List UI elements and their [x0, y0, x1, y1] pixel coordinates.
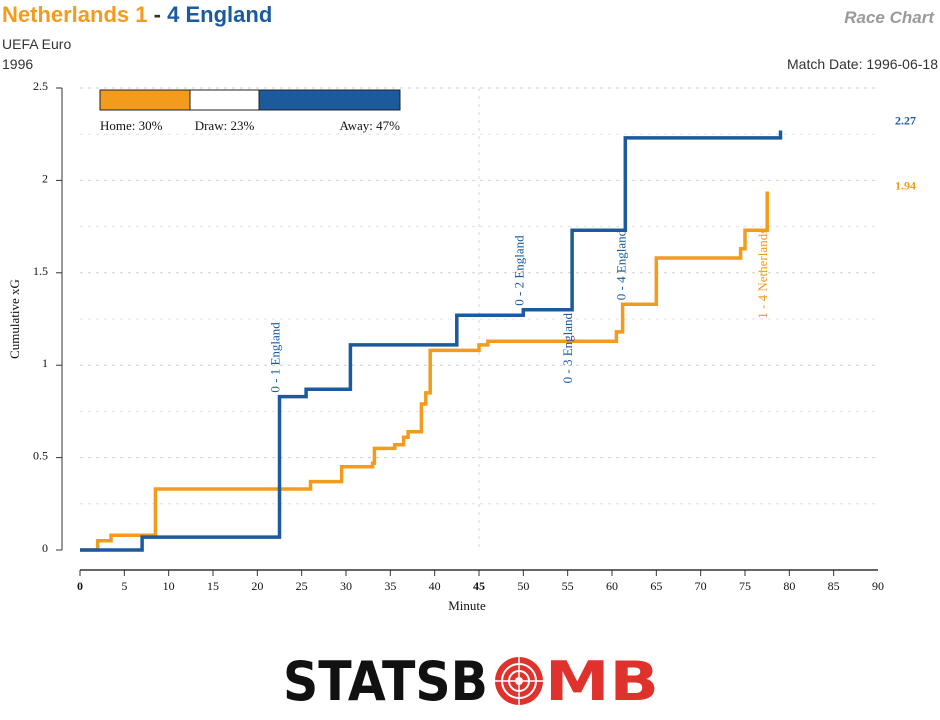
match-date-value: 1996-06-18	[866, 56, 938, 72]
y-tick-label: 0.5	[33, 449, 48, 463]
x-tick-label: 30	[340, 579, 352, 593]
x-tick-label: 20	[251, 579, 263, 593]
x-tick-label: 80	[783, 579, 795, 593]
chart-grid	[80, 87, 878, 550]
race-chart: 0 5 10 15 20 25 30 35 40 45 50 55 60 65 70 75 80 85 90 0 0.…	[7, 79, 916, 613]
x-tick-label: 50	[517, 579, 529, 593]
season-label: 1996	[2, 56, 34, 72]
chart-series	[80, 130, 783, 552]
goal-annotation: 1 - 4 Netherlands	[755, 229, 770, 319]
away-xg-line	[80, 130, 783, 552]
x-tick-label: 60	[606, 579, 618, 593]
x-tick-label: 90	[872, 579, 884, 593]
y-tick-label: 1	[42, 356, 48, 370]
x-tick-label: 70	[695, 579, 707, 593]
x-tick-label: 75	[739, 579, 751, 593]
x-tick-label: 65	[650, 579, 662, 593]
target-icon	[493, 655, 545, 707]
home-xg-line	[80, 191, 769, 552]
match-date: Match Date: 1996-06-18	[787, 56, 938, 72]
x-tick-label: 25	[296, 579, 308, 593]
x-tick-label: 10	[163, 579, 175, 593]
y-tick-label: 1.5	[33, 264, 48, 278]
chart-axes	[61, 88, 878, 571]
y-tick-label: 0	[42, 541, 48, 555]
x-axis-ticks: 0 5 10 15 20 25 30 35 40 45 50 55 60 65 70 75 80 85 90	[77, 570, 884, 593]
away-score: 4	[167, 2, 180, 27]
goal-annotation: 0 - 4 England	[613, 229, 628, 300]
goal-annotation: 0 - 1 England	[268, 322, 283, 393]
x-tick-label: 0	[77, 579, 83, 593]
win-probability-bar: Home: 30% Draw: 23% Away: 47%	[99, 89, 401, 133]
away-probability-segment	[258, 89, 401, 111]
x-axis-label: Minute	[448, 598, 486, 613]
y-axis-label: Cumulative xG	[7, 279, 22, 359]
chart-header: Netherlands 1 - 4 England UEFA Euro 1996…	[0, 0, 940, 80]
y-axis-ticks: 0 0.5 1 1.5 2 2.5	[33, 79, 62, 555]
x-tick-label: 5	[121, 579, 127, 593]
draw-probability-segment	[189, 89, 260, 111]
competition-name: UEFA Euro	[2, 36, 72, 52]
x-tick-label: 55	[562, 579, 574, 593]
goal-annotations: 0 - 1 England 0 - 2 England 0 - 3 England 0…	[268, 229, 771, 393]
away-probability-label: Away: 47%	[339, 118, 400, 133]
goal-annotation: 0 - 3 England	[560, 312, 575, 383]
y-tick-label: 2	[42, 171, 48, 185]
x-tick-label: 45	[473, 579, 485, 593]
logo-text-left: STATSB	[283, 650, 488, 708]
x-tick-label: 35	[384, 579, 396, 593]
chart-type-label: Race Chart	[844, 8, 934, 27]
away-team-name: England	[185, 2, 273, 27]
statsbomb-logo: STATSB MB	[283, 650, 659, 708]
score-separator: -	[153, 2, 161, 27]
x-tick-label: 15	[207, 579, 219, 593]
home-score: 1	[135, 2, 148, 27]
y-tick-label: 2.5	[33, 79, 48, 93]
home-probability-label: Home: 30%	[100, 118, 163, 133]
x-tick-label: 85	[828, 579, 840, 593]
match-title: Netherlands 1 - 4 England	[2, 2, 272, 28]
x-tick-label: 40	[429, 579, 441, 593]
away-final-xg-label: 2.27	[895, 114, 916, 128]
home-probability-segment	[99, 89, 191, 111]
goal-annotation: 0 - 2 England	[511, 235, 526, 306]
home-final-xg-label: 1.94	[895, 178, 916, 192]
draw-probability-label: Draw: 23%	[195, 118, 255, 133]
home-team-name: Netherlands	[2, 2, 130, 27]
logo-text-right: MB	[545, 650, 659, 708]
match-date-label: Match Date:	[787, 56, 863, 72]
final-xg-labels: 1.94 2.27	[895, 114, 916, 193]
